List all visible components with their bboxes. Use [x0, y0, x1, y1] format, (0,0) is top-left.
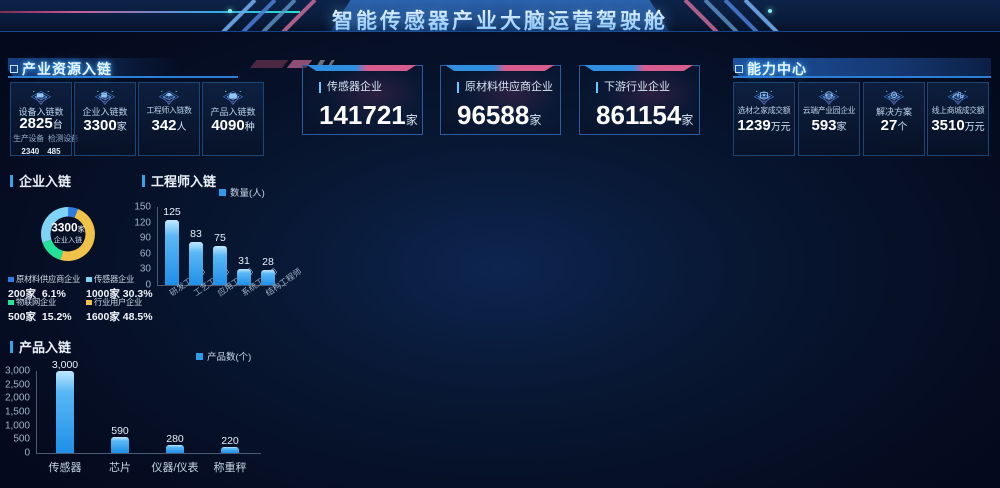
svg-text:3300家: 3300家: [51, 221, 85, 235]
svg-text:企业入链: 企业入链: [54, 236, 83, 245]
